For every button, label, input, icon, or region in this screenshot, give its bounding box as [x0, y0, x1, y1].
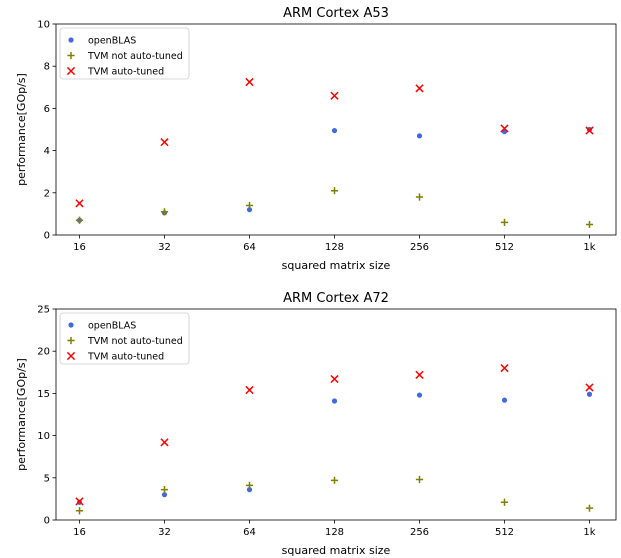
data-point: [246, 207, 253, 213]
x-tick-label: 1k: [583, 527, 595, 538]
data-point: [330, 374, 339, 384]
data-point: [585, 383, 594, 392]
data-point: [330, 91, 339, 100]
x-tick-label: 1k: [583, 242, 595, 253]
series-1: [76, 391, 593, 505]
x-tick-label: 128: [325, 242, 344, 253]
data-point: [416, 392, 423, 398]
chart-title: ARM Cortex A53: [283, 6, 389, 21]
data-point: [585, 504, 594, 512]
data-point: [245, 77, 254, 87]
data-point: [500, 124, 509, 133]
chart-panel-2: ARM Cortex A72 16 32 64 128 256 512 1k 0 5 10 15 20 2…: [15, 291, 617, 557]
data-point: [246, 487, 253, 493]
series-3: [75, 363, 594, 506]
legend-label: TVM auto-tuned: [87, 67, 164, 78]
chart-title: ARM Cortex A72: [283, 291, 389, 306]
legend-label: openBLAS: [88, 36, 136, 47]
data-point: [585, 220, 594, 229]
x-tick-label: 128: [325, 527, 344, 538]
legend: openBLAS TVM not auto-tuned TVM auto-tuned: [59, 312, 190, 365]
x-tick-label: 32: [158, 242, 171, 253]
y-tick-label: 8: [44, 62, 50, 73]
legend-label: TVM auto-tuned: [87, 352, 164, 363]
chart-panel-1: ARM Cortex A53 16 32 64 128 256 512 1k 0 2 4 6 8 10 sq…: [15, 6, 617, 272]
legend-box: [59, 312, 190, 365]
legend-marker: [67, 336, 75, 345]
legend-marker: [66, 351, 76, 361]
data-point: [416, 133, 423, 139]
data-point: [330, 476, 339, 484]
data-point: [160, 138, 169, 147]
data-point: [75, 216, 84, 224]
y-tick-label: 5: [44, 473, 50, 484]
y-tick-label: 4: [44, 146, 50, 157]
data-point: [415, 193, 424, 201]
data-point: [331, 127, 338, 134]
x-tick-label: 512: [495, 242, 514, 253]
data-point: [245, 201, 254, 210]
data-point: [160, 438, 169, 447]
x-tick-label: 64: [243, 527, 256, 538]
axes-frame: [55, 23, 617, 236]
legend-label: TVM not auto-tuned: [87, 336, 183, 347]
legend-box: [59, 27, 190, 80]
y-tick-label: 0: [44, 231, 50, 242]
data-point: [75, 507, 84, 515]
legend-label: openBLAS: [88, 321, 136, 332]
data-point: [160, 208, 169, 216]
x-tick-label: 256: [410, 527, 429, 538]
x-axis-label: squared matrix size: [282, 544, 391, 557]
data-point: [161, 492, 168, 498]
data-point: [245, 481, 254, 489]
x-tick-label: 16: [73, 527, 86, 538]
x-tick-label: 256: [410, 242, 429, 253]
y-tick-label: 20: [37, 347, 50, 358]
x-tick-label: 16: [73, 242, 86, 253]
data-point: [500, 363, 509, 373]
y-tick-label: 10: [37, 20, 50, 31]
data-point: [245, 385, 254, 395]
y-tick-label: 10: [37, 431, 50, 442]
legend-marker: [66, 66, 76, 76]
data-point: [75, 497, 84, 506]
data-point: [160, 486, 169, 494]
y-axis-label: performance[GOp/s]: [15, 358, 28, 471]
series-3: [75, 77, 594, 208]
data-point: [586, 391, 593, 397]
x-axis-label: squared matrix size: [282, 259, 391, 272]
series-2: [75, 187, 594, 229]
data-point: [75, 199, 84, 208]
axes-frame: [55, 308, 617, 521]
y-tick-label: 15: [37, 389, 50, 400]
legend-label: TVM not auto-tuned: [87, 51, 183, 62]
data-point: [585, 126, 594, 135]
legend-marker: [68, 37, 74, 43]
y-axis-label: performance[GOp/s]: [15, 73, 28, 186]
x-tick-label: 32: [158, 527, 171, 538]
y-tick-label: 6: [44, 104, 50, 115]
series-1: [76, 126, 593, 223]
y-tick-label: 25: [37, 305, 50, 316]
y-tick-label: 2: [44, 188, 50, 199]
x-tick-label: 512: [495, 527, 514, 538]
legend: openBLAS TVM not auto-tuned TVM auto-tuned: [59, 27, 190, 80]
data-point: [331, 398, 338, 404]
legend-marker: [68, 322, 74, 328]
series-2: [75, 475, 594, 515]
data-point: [415, 84, 424, 93]
x-tick-label: 64: [243, 242, 256, 253]
legend-marker: [67, 51, 75, 60]
y-tick-label: 0: [44, 516, 50, 527]
data-point: [415, 475, 424, 484]
data-point: [415, 370, 424, 379]
data-point: [501, 397, 508, 403]
data-point: [500, 218, 509, 226]
data-point: [330, 187, 339, 195]
data-point: [500, 498, 509, 506]
